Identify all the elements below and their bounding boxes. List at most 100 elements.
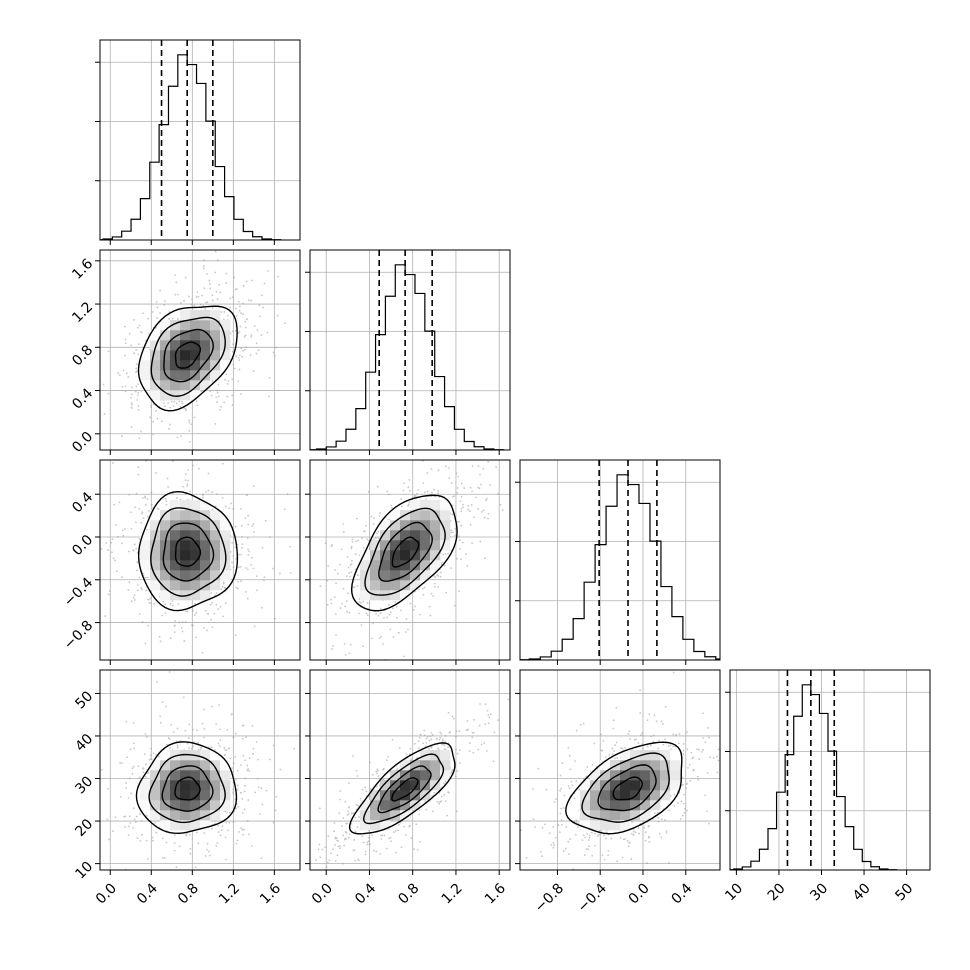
scatter-point — [347, 592, 349, 595]
density-cell — [160, 590, 171, 601]
scatter-point — [231, 378, 233, 381]
scatter-point — [607, 849, 610, 852]
scatter-point — [201, 294, 203, 297]
scatter-point — [579, 723, 582, 726]
scatter-point — [216, 259, 219, 261]
scatter-point — [462, 503, 464, 506]
scatter-point — [330, 852, 333, 855]
scatter-point — [130, 344, 133, 347]
scatter-point — [400, 846, 403, 849]
density-cell — [380, 580, 391, 591]
scatter-point — [326, 579, 329, 582]
scatter-point — [231, 767, 233, 770]
scatter-point — [200, 746, 203, 749]
scatter-point — [133, 543, 136, 546]
density-cell — [150, 510, 161, 521]
scatter-point — [184, 479, 187, 481]
density-cell — [400, 800, 411, 811]
scatter-point — [131, 772, 134, 775]
scatter-point — [347, 813, 350, 815]
scatter-point — [482, 468, 485, 470]
density-cell — [210, 570, 221, 581]
scatter-point — [321, 848, 324, 851]
scatter-point — [145, 763, 147, 766]
scatter-point — [215, 844, 218, 847]
scatter-point — [603, 834, 606, 837]
scatter-point — [140, 833, 143, 836]
scatter-point — [190, 747, 193, 750]
scatter-point — [234, 329, 237, 332]
scatter-point — [231, 350, 234, 353]
scatter-point — [632, 833, 635, 836]
contour-1 — [163, 328, 214, 383]
scatter-point — [677, 802, 679, 804]
scatter-point — [132, 765, 135, 768]
density-cell — [190, 800, 201, 811]
scatter-point — [244, 334, 247, 337]
scatter-point — [224, 378, 226, 381]
scatter-point — [575, 819, 578, 822]
scatter-point — [716, 755, 718, 758]
scatter-point — [350, 547, 353, 550]
scatter-point — [409, 747, 412, 750]
scatter-point — [215, 396, 218, 399]
scatter-point — [518, 710, 520, 712]
density-cell — [440, 750, 451, 761]
scatter-point — [460, 507, 463, 510]
density-cell — [190, 360, 201, 371]
density-cell — [170, 810, 181, 821]
scatter-point — [147, 598, 150, 601]
scatter-point — [574, 833, 577, 836]
density-cell — [180, 370, 191, 381]
scatter-point — [155, 472, 158, 474]
density-cell — [190, 390, 201, 401]
scatter-point — [237, 566, 240, 569]
scatter-point — [215, 603, 218, 606]
scatter-point — [103, 413, 106, 415]
scatter-point — [232, 821, 235, 824]
scatter-point — [252, 370, 255, 373]
scatter-point — [208, 279, 211, 282]
scatter-point — [125, 372, 128, 375]
scatter-point — [562, 807, 565, 809]
scatter-point — [568, 754, 571, 757]
scatter-point — [460, 558, 463, 561]
density-cell — [590, 790, 601, 801]
scatter-point — [111, 462, 114, 464]
scatter-point — [107, 350, 110, 353]
scatter-point — [279, 572, 281, 575]
scatter-point — [608, 754, 611, 756]
scatter-point — [410, 837, 413, 839]
density-cell — [200, 800, 211, 811]
scatter-point — [211, 827, 213, 830]
scatter-point — [362, 600, 365, 603]
scatter-point — [161, 857, 164, 859]
scatter-point — [552, 842, 555, 845]
scatter-point — [350, 822, 353, 825]
density-cell — [420, 770, 431, 781]
scatter-point — [128, 493, 131, 496]
scatter-point — [216, 298, 219, 300]
density-cell — [660, 770, 671, 781]
scatter-point — [197, 467, 200, 470]
scatter-point — [425, 737, 428, 740]
scatter-point — [373, 538, 375, 541]
density-cell — [200, 590, 211, 601]
scatter-point — [619, 837, 622, 839]
scatter-point — [455, 730, 458, 732]
scatter-point — [147, 515, 149, 518]
y-tick-label: 30 — [72, 773, 96, 797]
scatter-point — [204, 301, 207, 304]
scatter-point — [169, 423, 172, 426]
scatter-point — [137, 353, 139, 356]
density-cell — [670, 780, 681, 791]
density-cell — [180, 590, 191, 601]
scatter-point — [361, 537, 363, 540]
density-cell — [410, 760, 421, 771]
scatter-point — [562, 850, 565, 853]
scatter-point — [203, 287, 206, 290]
scatter-point — [184, 621, 187, 623]
scatter-point — [229, 757, 232, 760]
scatter-point — [124, 342, 127, 345]
scatter-point — [232, 554, 235, 557]
